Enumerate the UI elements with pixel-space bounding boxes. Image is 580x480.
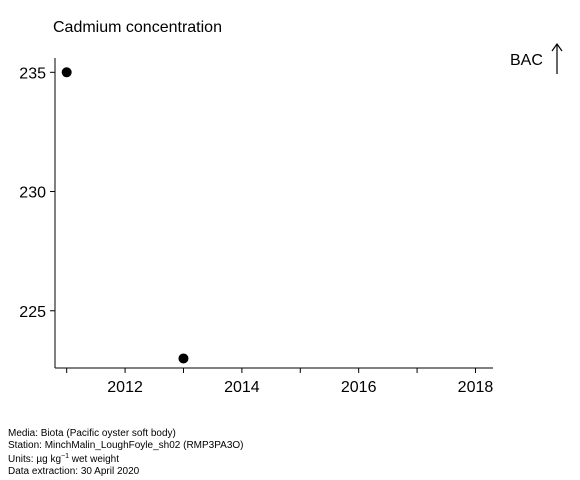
footer-extraction: Data extraction: 30 April 2020 — [8, 465, 140, 477]
up-arrow-icon — [551, 42, 563, 74]
chart-title: Cadmium concentration — [53, 19, 222, 36]
data-point — [178, 353, 189, 364]
x-tick-label: 2014 — [224, 379, 260, 396]
footer-media: Media: Biota (Pacific oyster soft body) — [8, 428, 176, 439]
data-point — [61, 67, 72, 78]
y-tick-label: 225 — [19, 304, 46, 321]
y-tick-label: 230 — [19, 185, 46, 202]
units-prefix: Units: µg kg — [8, 454, 62, 465]
x-tick-label: 2012 — [107, 379, 143, 396]
y-tick-label: 235 — [19, 65, 46, 82]
units-exponent: −1 — [61, 453, 69, 460]
footer-units: Units: µg kg−1 wet weight — [8, 451, 244, 466]
units-suffix: wet weight — [69, 454, 120, 465]
footer-station: Station: MinchMalin_LoughFoyle_sh02 (RMP… — [8, 439, 244, 451]
x-tick-label: 2016 — [341, 379, 377, 396]
x-tick-label: 2018 — [458, 379, 494, 396]
bac-label: BAC — [510, 52, 543, 69]
footer-notes: Media: Biota (Pacific oyster soft body) … — [8, 428, 244, 477]
